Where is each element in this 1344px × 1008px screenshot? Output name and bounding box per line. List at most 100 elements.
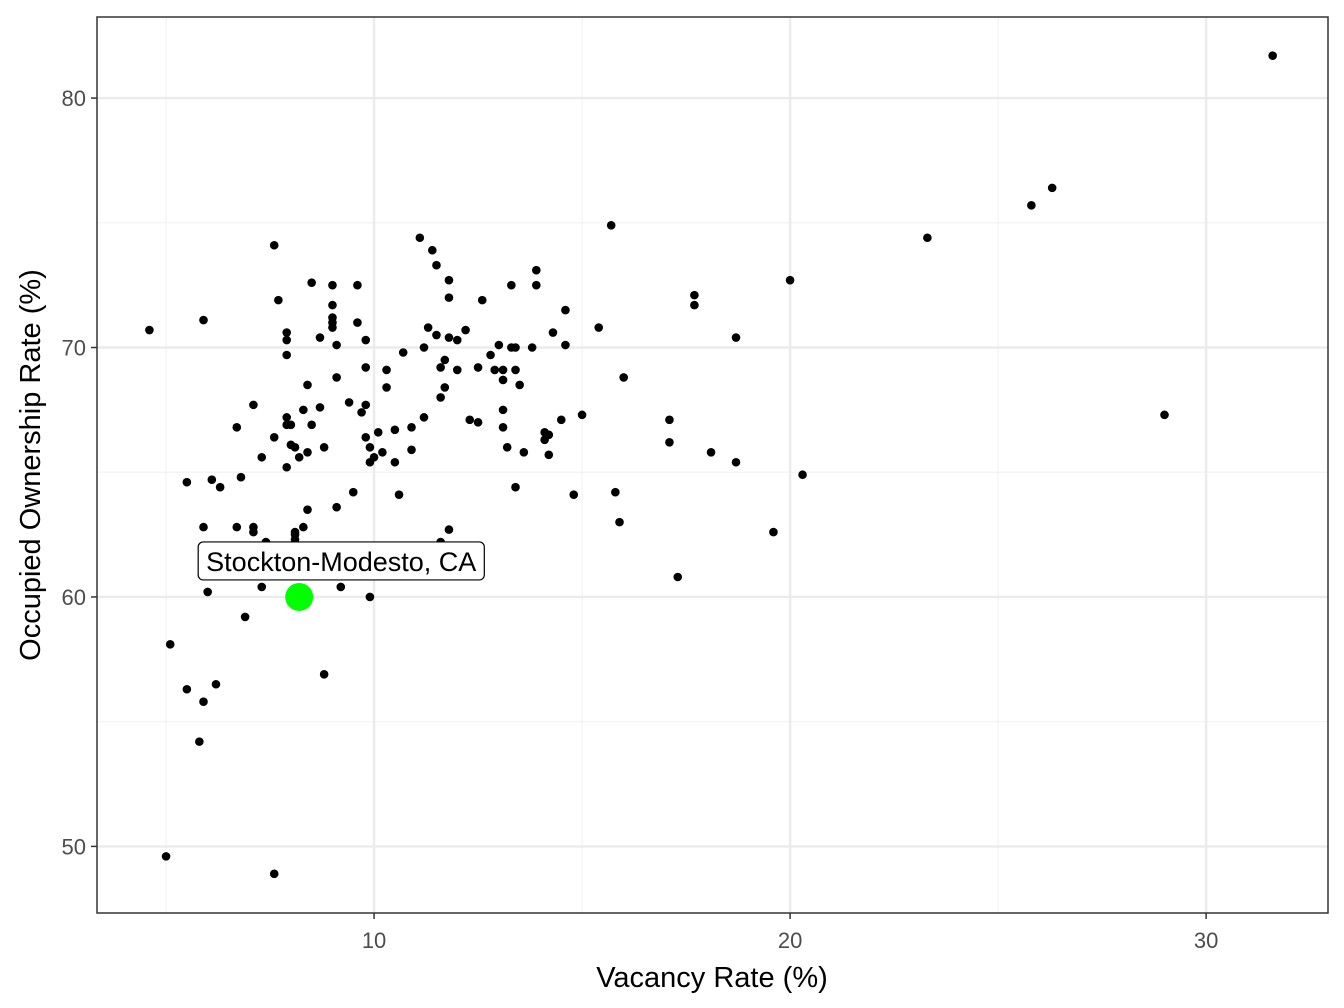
data-point [498,365,508,375]
data-point [544,450,554,460]
data-point [199,697,208,707]
data-point [269,433,279,442]
data-point [215,482,225,492]
data-point [606,220,616,230]
data-point [357,408,366,417]
data-point [507,280,516,290]
data-point [332,502,341,512]
data-point [432,260,441,270]
data-point [407,445,416,455]
data-point [199,315,208,325]
data-point [328,313,337,322]
highlight-label: Stockton-Modesto, CA [206,547,476,577]
data-point [361,363,371,372]
y-tick-label: 70 [62,336,86,361]
y-tick-label: 80 [62,86,86,111]
data-point [236,472,246,482]
data-point [303,505,312,514]
data-point [444,293,454,302]
data-point [440,355,450,365]
highlight-point [285,582,314,611]
data-point [731,333,741,342]
data-point [182,477,192,487]
axis-ticks: 10 20 30 50 60 70 80 [62,86,1219,953]
data-point [569,490,579,499]
data-point [785,275,795,285]
data-point [319,442,329,452]
data-point [515,380,524,390]
data-point [286,420,296,430]
data-point [923,233,932,243]
data-point [690,290,699,300]
data-point [615,517,624,527]
data-point [319,669,329,679]
data-point [419,343,429,352]
data-point [303,380,312,390]
data-point [532,280,541,290]
data-point [207,475,217,485]
data-point [361,335,371,345]
data-point [299,405,308,415]
data-point [199,522,208,532]
data-point [361,433,371,442]
data-point [382,365,391,375]
data-point [465,415,475,425]
data-point [1047,183,1057,193]
data-point [444,275,454,285]
data-point [1027,201,1036,210]
data-point [611,487,620,497]
data-point [303,447,312,457]
data-point [473,363,483,372]
data-point [532,265,541,275]
data-point [274,295,283,305]
data-point [473,418,483,427]
data-point [307,278,316,287]
x-tick-label: 20 [778,928,802,953]
data-point [577,410,587,420]
data-point [249,400,258,410]
data-point [527,343,537,352]
data-point [307,420,316,430]
data-point [494,340,504,350]
data-point [561,305,570,315]
data-point [232,522,242,532]
data-point [398,348,408,357]
data-point [282,335,292,345]
data-point [182,684,192,694]
data-point [328,323,337,332]
x-tick-label: 10 [362,928,386,953]
data-point [315,333,325,342]
data-point [452,365,462,375]
data-point [269,869,279,879]
data-point [365,592,375,602]
data-point [369,452,379,462]
data-point [332,373,341,382]
data-point [269,240,279,250]
data-point [282,413,292,422]
data-point [461,325,470,335]
data-point [498,423,508,432]
data-point [348,487,358,497]
data-point [282,328,292,337]
y-tick-label: 60 [62,585,86,610]
data-point [690,300,699,310]
data-point [556,415,566,425]
data-point [502,442,512,452]
data-point [490,365,500,375]
data-point [1268,51,1277,60]
plot-panel-background [97,17,1328,913]
x-axis-title: Vacancy Rate (%) [596,962,828,994]
data-point [328,280,337,290]
data-points [145,51,1277,879]
data-point [511,482,520,492]
data-point [548,328,558,337]
data-point [145,325,154,335]
data-point [415,233,425,243]
y-axis-title: Occupied Ownership Rate (%) [15,269,47,661]
data-point [290,527,300,537]
data-point [353,318,362,327]
data-point [561,340,570,350]
highlight-label-box [197,541,485,581]
data-point [440,383,450,392]
data-point [240,612,250,622]
